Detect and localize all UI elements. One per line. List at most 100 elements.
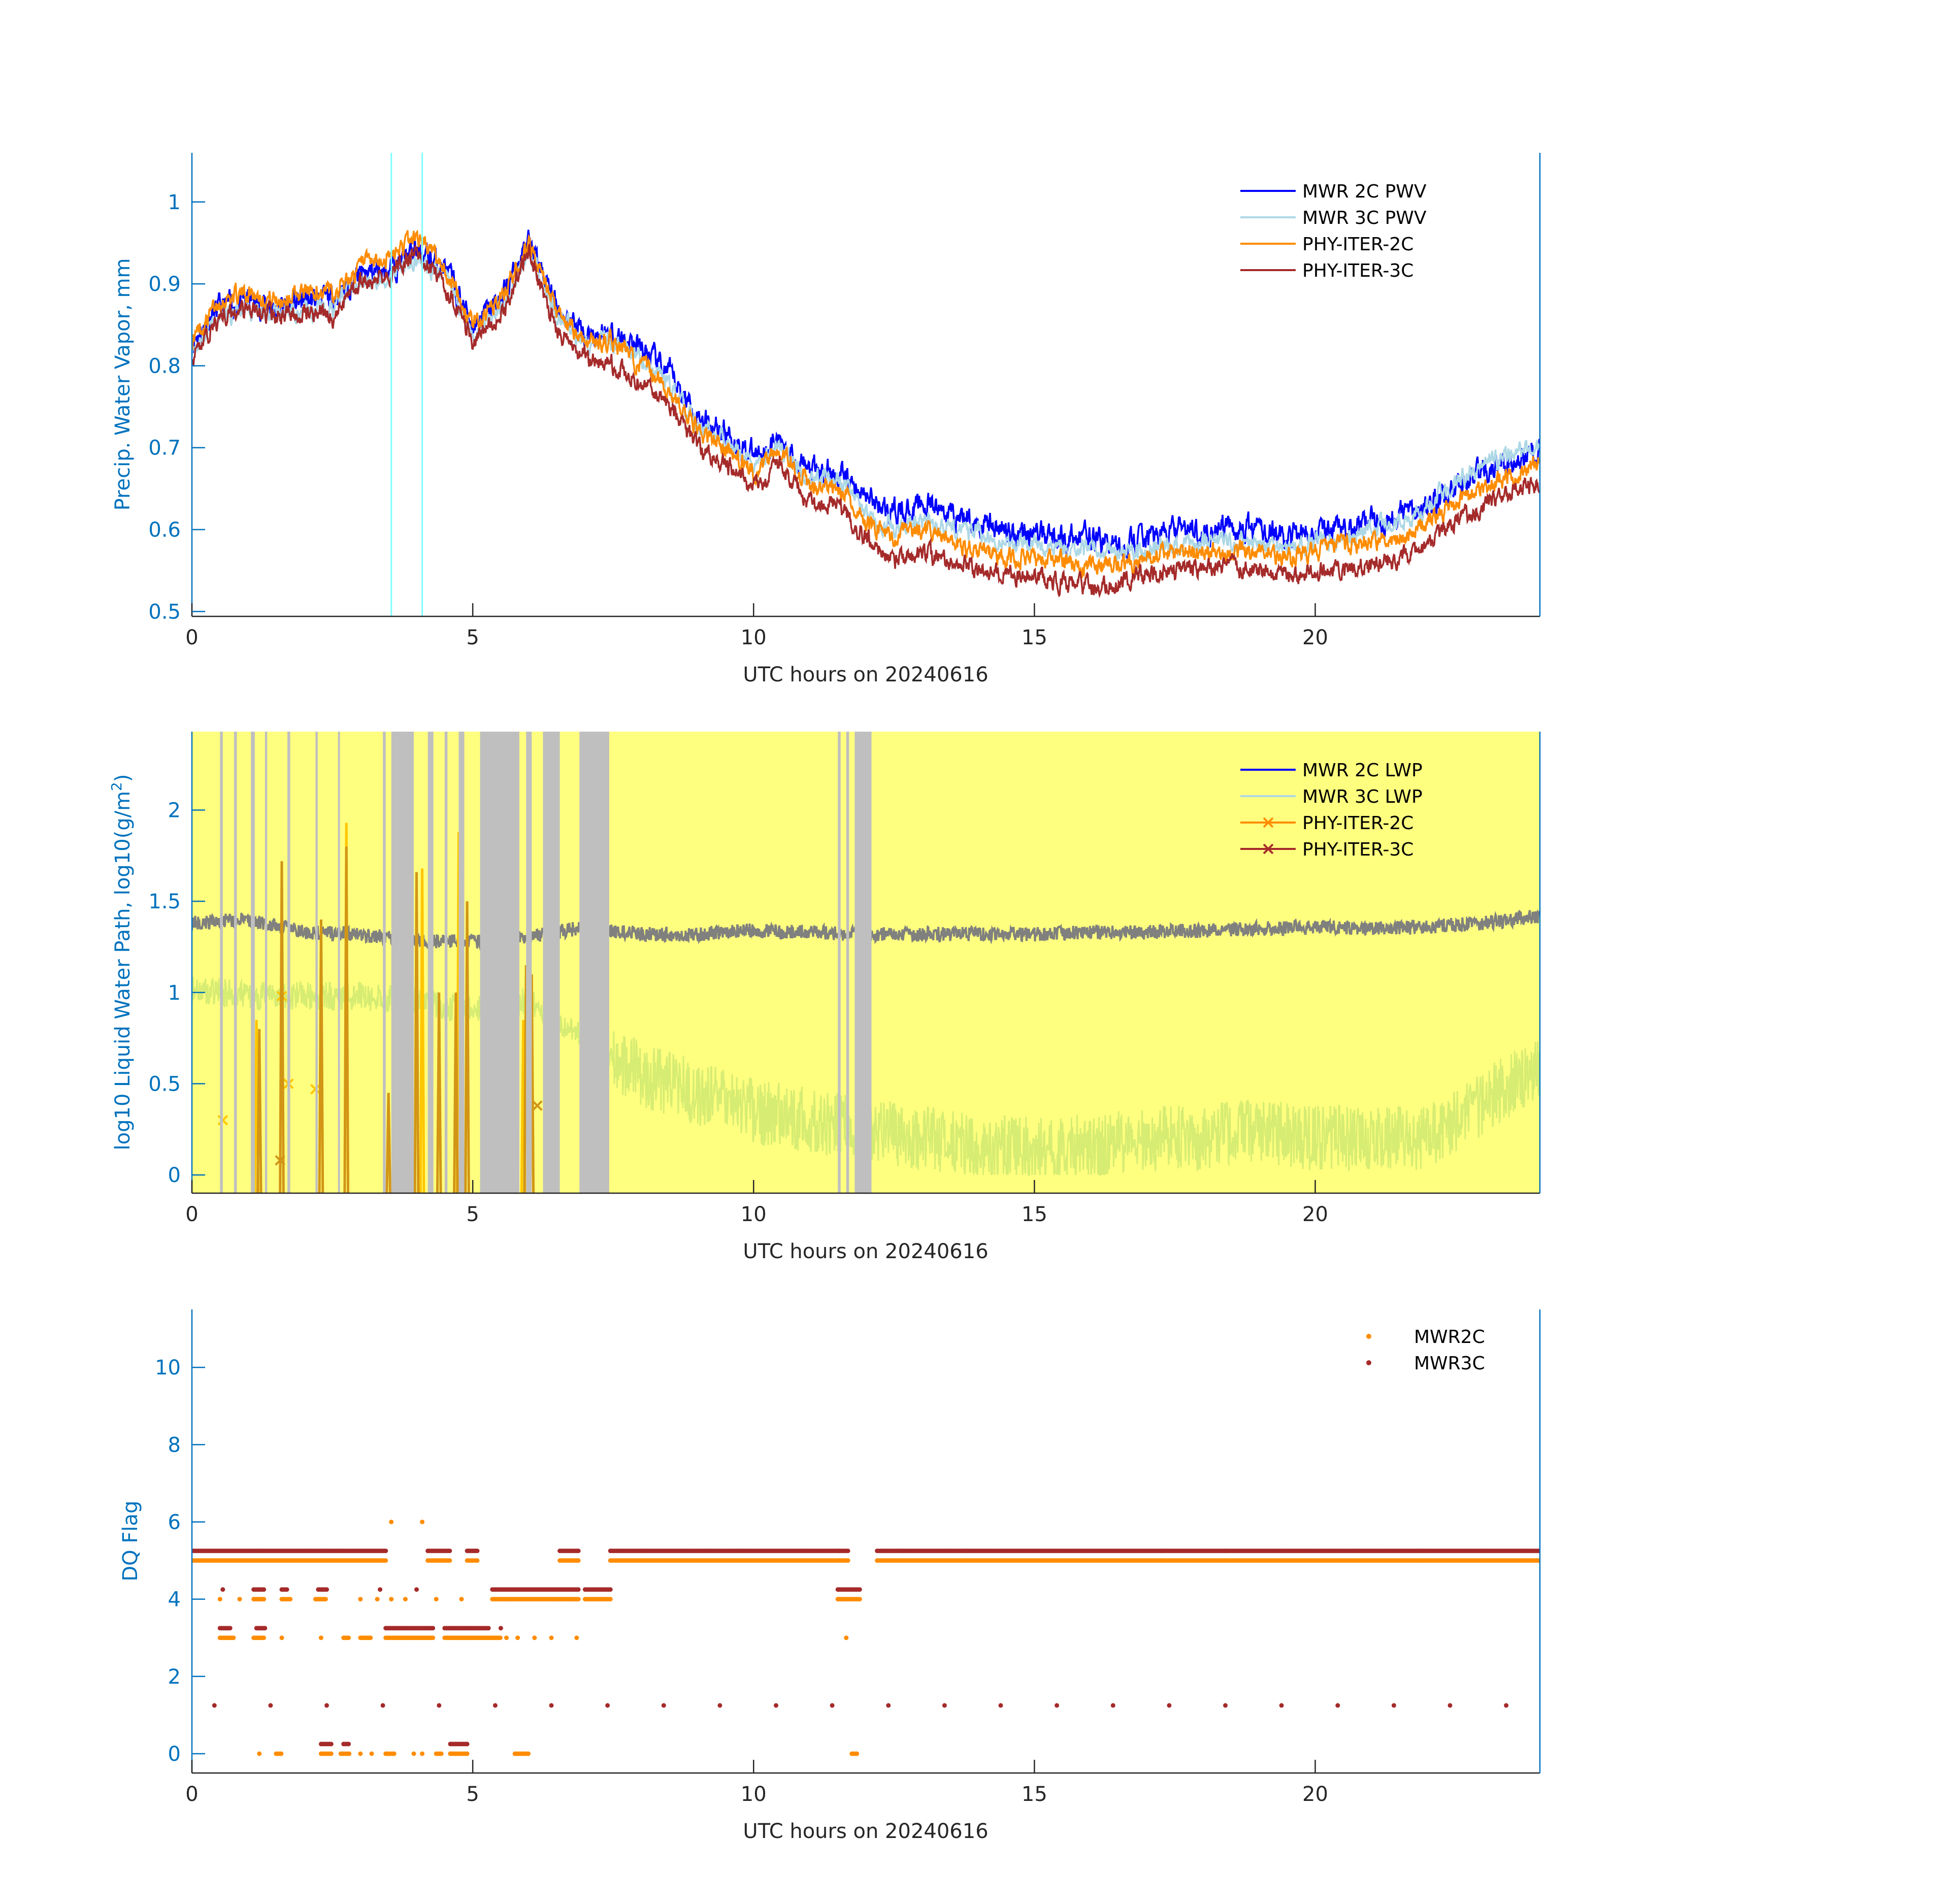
x-tick-label: 0 <box>185 1203 198 1226</box>
dq-point-mwr2c <box>854 1751 860 1756</box>
dq-point-mwr2c <box>845 1558 850 1563</box>
y-tick-label: 1 <box>168 981 181 1005</box>
legend-label: MWR 2C PWV <box>1302 181 1427 202</box>
dq-point-mwr3c <box>845 1549 850 1553</box>
y-tick-label: 0 <box>168 1164 181 1187</box>
dq-point-mwr2c <box>369 1751 374 1756</box>
x-tick-label: 5 <box>466 626 479 649</box>
dq-point-mwr3c <box>1391 1703 1396 1708</box>
flag-shading-band <box>846 732 849 1193</box>
dq-point-mwr3c <box>608 1587 613 1592</box>
flag-shading-band <box>287 732 290 1193</box>
y-tick-label: 0.6 <box>148 518 181 542</box>
lwp-plot-area: 0 5 10 15 20 0 0.5 1 1.5 2 <box>148 732 1541 1226</box>
x-tick-label: 15 <box>1022 626 1047 649</box>
dq-point-mwr3c <box>1279 1703 1284 1708</box>
dq-point-mwr3c <box>661 1703 666 1708</box>
dq-point-mwr3c <box>486 1626 491 1631</box>
flag-shading-band <box>444 732 448 1193</box>
dq-point-mwr2c <box>279 1751 284 1756</box>
legend-dot-mwr2c <box>1366 1334 1371 1339</box>
plot-content <box>192 1520 1540 1756</box>
dq-point-mwr3c <box>220 1587 225 1592</box>
dq-point-mwr2c <box>261 1597 267 1602</box>
dq-point-mwr2c <box>383 1558 388 1563</box>
plot-content <box>192 732 1540 1193</box>
flag-shading-band <box>315 732 318 1193</box>
dq-point-mwr3c <box>414 1587 419 1592</box>
dq-point-mwr2c <box>576 1558 581 1563</box>
dq-point-mwr2c <box>574 1635 579 1640</box>
dq-panel: 0 5 10 15 20 0 2 4 6 8 10 UTC hours on 20240616 DQ… <box>119 1309 1541 1843</box>
dq-point-mwr2c <box>237 1597 242 1602</box>
x-tick-label: 10 <box>741 1783 767 1806</box>
dq-point-mwr3c <box>492 1703 498 1708</box>
x-tick-label: 10 <box>741 626 767 649</box>
dq-point-mwr2c <box>257 1751 262 1756</box>
y-tick-label: 8 <box>168 1433 181 1457</box>
dq-point-mwr3c <box>475 1549 480 1553</box>
dq-point-mwr2c <box>459 1597 464 1602</box>
legend-x-marker-icon <box>1263 843 1274 855</box>
pwv-legend: MWR 2C PWV MWR 3C PWV PHY-ITER-2C PHY-ITER-… <box>1240 181 1427 281</box>
x-tick-label: 20 <box>1302 1203 1328 1226</box>
dq-point-mwr2c <box>288 1597 293 1602</box>
dq-point-mwr2c <box>318 1635 323 1640</box>
lwp-y-axis-label-superscript: 2 <box>108 782 125 791</box>
flag-shading-band <box>838 732 841 1193</box>
dq-point-mwr2c <box>1537 1558 1540 1563</box>
dq-plot-area: 0 5 10 15 20 0 2 4 6 8 10 <box>155 1309 1541 1806</box>
dq-point-mwr2c <box>261 1635 267 1640</box>
legend-label: PHY-ITER-2C <box>1302 234 1413 255</box>
flag-shading-band <box>338 732 340 1193</box>
dq-x-axis-label: UTC hours on 20240616 <box>743 1820 988 1843</box>
dq-point-mwr3c <box>383 1549 388 1553</box>
dq-point-mwr2c <box>231 1635 236 1640</box>
lwp-y-axis-label: log10 Liquid Water Path, log10(g/m2) <box>108 774 135 1151</box>
pwv-panel: 0 5 10 15 20 0.5 0.6 0.7 0.8 0.9 1 UTC hours on 20… <box>111 153 1541 686</box>
lwp-y-axis-label-close: ) <box>111 774 135 782</box>
dq-point-mwr2c <box>389 1520 394 1524</box>
x-tick-label: 15 <box>1022 1783 1047 1806</box>
flag-shading-band <box>234 732 237 1193</box>
dq-point-mwr2c <box>857 1597 862 1602</box>
flag-shading-band <box>526 732 532 1193</box>
y-tick-label: 6 <box>168 1511 181 1534</box>
flag-shading-band <box>220 732 223 1193</box>
y-tick-label: 0 <box>168 1743 181 1766</box>
dq-point-mwr2c <box>368 1635 373 1640</box>
dq-point-mwr2c <box>328 1751 334 1756</box>
y-tick-label: 0.9 <box>148 273 181 296</box>
dq-point-mwr3c <box>605 1703 610 1708</box>
dq-point-mwr3c <box>378 1587 383 1592</box>
dq-point-mwr3c <box>465 1742 470 1747</box>
dq-point-mwr3c <box>284 1587 289 1592</box>
flag-shading-band <box>854 732 872 1193</box>
dq-point-mwr3c <box>942 1703 947 1708</box>
dq-point-mwr3c <box>1537 1549 1540 1553</box>
lwp-y-axis-label-main: log10 Liquid Water Path, log10(g/m <box>111 791 135 1151</box>
dq-point-mwr2c <box>608 1597 613 1602</box>
dq-legend: MWR2C MWR3C <box>1366 1327 1485 1374</box>
flag-shading-band <box>391 732 414 1193</box>
plot-content <box>192 153 1540 616</box>
lwp-legend: MWR 2C LWP MWR 3C LWP PHY-ITER-2C PHY-ITER-… <box>1240 760 1423 860</box>
legend-label: PHY-ITER-3C <box>1302 839 1413 860</box>
dq-point-mwr2c <box>434 1597 439 1602</box>
dq-point-mwr2c <box>217 1597 222 1602</box>
series-line-phy-iter-2c <box>192 229 1540 578</box>
y-tick-label: 1.5 <box>148 890 181 913</box>
flag-shading-band <box>543 732 560 1193</box>
y-tick-label: 0.5 <box>148 1072 181 1096</box>
dq-point-mwr3c <box>1055 1703 1060 1708</box>
dq-point-mwr3c <box>261 1587 267 1592</box>
dq-point-mwr3c <box>268 1703 273 1708</box>
dq-point-mwr3c <box>1167 1703 1172 1708</box>
dq-point-mwr3c <box>498 1626 503 1631</box>
legend-label: MWR 2C LWP <box>1302 760 1423 781</box>
y-tick-label: 1 <box>168 191 181 214</box>
pwv-y-axis-label: Precip. Water Vapor, mm <box>111 258 135 511</box>
dq-point-mwr3c <box>1447 1703 1453 1708</box>
dq-point-mwr3c <box>576 1549 581 1553</box>
